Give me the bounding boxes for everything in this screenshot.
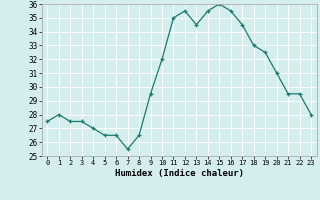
X-axis label: Humidex (Indice chaleur): Humidex (Indice chaleur) <box>115 169 244 178</box>
